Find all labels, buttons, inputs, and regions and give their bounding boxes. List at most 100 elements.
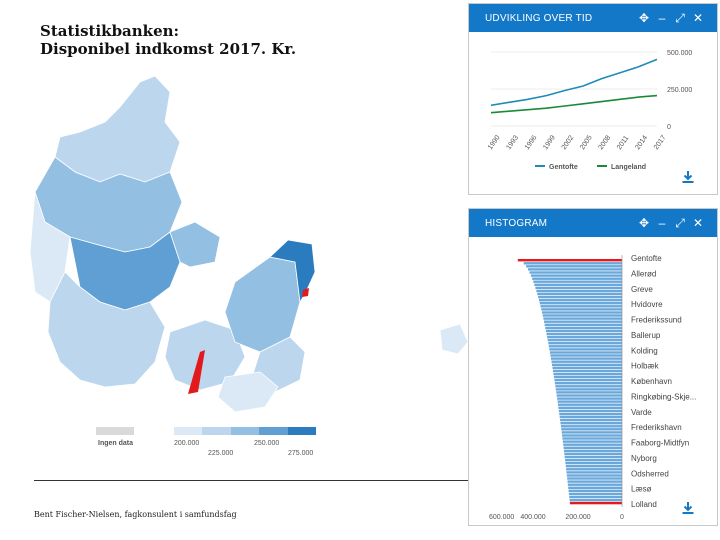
histogram-bar[interactable]	[517, 259, 623, 262]
histogram-bar[interactable]	[547, 338, 623, 342]
histogram-bar[interactable]	[554, 378, 623, 382]
histogram-bar[interactable]	[553, 372, 622, 376]
histogram-bar[interactable]	[555, 385, 623, 388]
denmark-map[interactable]	[20, 62, 470, 462]
histogram-bar[interactable]	[545, 326, 623, 330]
histogram-bar[interactable]	[561, 431, 622, 434]
histogram-bar[interactable]	[567, 480, 623, 483]
histogram-bar[interactable]	[542, 314, 622, 317]
histogram-bar[interactable]	[541, 311, 622, 314]
map-region-bornholm[interactable]	[439, 323, 469, 355]
download-icon[interactable]	[681, 170, 695, 184]
move-icon[interactable]: ✥	[638, 216, 650, 230]
histogram-bar[interactable]	[526, 265, 623, 268]
histogram-bar[interactable]	[534, 283, 622, 286]
histogram-bar[interactable]	[557, 397, 623, 400]
histogram-bar[interactable]	[560, 422, 622, 425]
map-region-djursland[interactable]	[169, 221, 221, 268]
histogram-bar[interactable]	[530, 274, 623, 277]
histogram-bar[interactable]	[541, 308, 622, 311]
histogram-bar[interactable]	[566, 474, 622, 477]
histogram-bar[interactable]	[535, 286, 622, 290]
histogram-bar[interactable]	[562, 437, 622, 440]
expand-icon[interactable]: ⤢	[675, 10, 685, 25]
expand-icon[interactable]: ⤢	[675, 215, 685, 230]
histogram-bar[interactable]	[565, 461, 623, 465]
histogram-bar[interactable]	[549, 348, 622, 351]
map-region-zealand-north[interactable]	[269, 239, 316, 304]
minimize-icon[interactable]: –	[658, 216, 666, 230]
histogram-bar[interactable]	[555, 388, 622, 391]
histogram-bar[interactable]	[553, 375, 623, 379]
histogram-bar[interactable]	[564, 452, 623, 456]
histogram-bar[interactable]	[567, 483, 622, 486]
histogram-bar[interactable]	[559, 412, 622, 416]
histogram-bar[interactable]	[551, 363, 622, 366]
histogram-bar[interactable]	[557, 400, 622, 403]
histogram-bar[interactable]	[556, 391, 623, 394]
histogram-bar[interactable]	[540, 305, 623, 308]
histogram-bar[interactable]	[545, 329, 623, 333]
map-region-lolland-falster[interactable]	[217, 371, 279, 413]
histogram-bar[interactable]	[562, 434, 622, 437]
histogram-bar[interactable]	[550, 354, 623, 357]
histogram-bar[interactable]	[566, 468, 623, 471]
histogram-bar[interactable]	[565, 465, 622, 468]
histogram-bar[interactable]	[547, 335, 623, 339]
histogram-bar[interactable]	[537, 292, 622, 296]
histogram-bar[interactable]	[552, 366, 622, 369]
histogram-bar[interactable]	[569, 495, 623, 499]
histogram-bar[interactable]	[548, 345, 623, 348]
histogram-bar[interactable]	[532, 277, 622, 280]
map-region-gentofte[interactable]	[302, 288, 309, 297]
histogram-bar[interactable]	[546, 332, 623, 336]
histogram-bar[interactable]	[544, 323, 622, 326]
histogram-bar[interactable]	[529, 271, 623, 274]
download-icon[interactable]	[681, 501, 695, 515]
histogram-bar[interactable]	[558, 409, 623, 413]
histogram-bar[interactable]	[563, 446, 622, 449]
histogram-bar[interactable]	[558, 406, 623, 409]
histogram-bar[interactable]	[543, 317, 622, 320]
legend-label[interactable]: Langeland	[611, 164, 646, 171]
histogram-bar[interactable]	[548, 342, 622, 345]
histogram-bar[interactable]	[567, 477, 623, 480]
histogram-bar[interactable]	[568, 492, 623, 496]
histogram-bar[interactable]	[544, 320, 623, 323]
histogram-bar[interactable]	[564, 455, 623, 459]
histogram-bar[interactable]	[568, 486, 623, 489]
histogram-bar[interactable]	[559, 415, 622, 419]
move-icon[interactable]: ✥	[638, 11, 650, 25]
histogram-bar[interactable]	[562, 440, 623, 443]
histogram-bar[interactable]	[569, 498, 622, 502]
histogram-bar[interactable]	[565, 458, 622, 462]
histogram-bar[interactable]	[560, 418, 622, 422]
histogram-bar[interactable]	[538, 295, 623, 299]
histogram-bar[interactable]	[557, 403, 622, 406]
legend-label[interactable]: Gentofte	[549, 164, 578, 171]
histogram-bar[interactable]	[561, 428, 622, 431]
histogram-bar[interactable]	[556, 394, 622, 397]
map-region-langeland[interactable]	[188, 350, 205, 394]
close-icon[interactable]: ✕	[692, 216, 704, 230]
histogram-bar[interactable]	[569, 501, 623, 505]
map-region-jutland-east[interactable]	[69, 231, 181, 311]
histogram-bar[interactable]	[539, 302, 623, 305]
histogram-bar[interactable]	[538, 299, 623, 302]
histogram-bar[interactable]	[527, 268, 622, 271]
histogram-bar[interactable]	[563, 449, 622, 453]
map-region-jutland-north[interactable]	[54, 75, 181, 183]
histogram-bar[interactable]	[563, 443, 623, 446]
histogram-bar[interactable]	[568, 489, 622, 492]
map-region-jutland-south[interactable]	[47, 271, 166, 388]
development-panel-header[interactable]: UDVIKLING OVER TID ✥ – ⤢ ✕	[469, 4, 717, 32]
histogram-bar[interactable]	[533, 280, 623, 283]
histogram-bar[interactable]	[550, 357, 622, 360]
histogram-bar[interactable]	[551, 360, 622, 363]
histogram-bar[interactable]	[560, 425, 622, 428]
minimize-icon[interactable]: –	[658, 11, 666, 25]
histogram-bar[interactable]	[549, 351, 623, 354]
histogram-bar[interactable]	[552, 369, 622, 373]
histogram-bar[interactable]	[536, 289, 622, 293]
histogram-bar[interactable]	[523, 262, 622, 265]
